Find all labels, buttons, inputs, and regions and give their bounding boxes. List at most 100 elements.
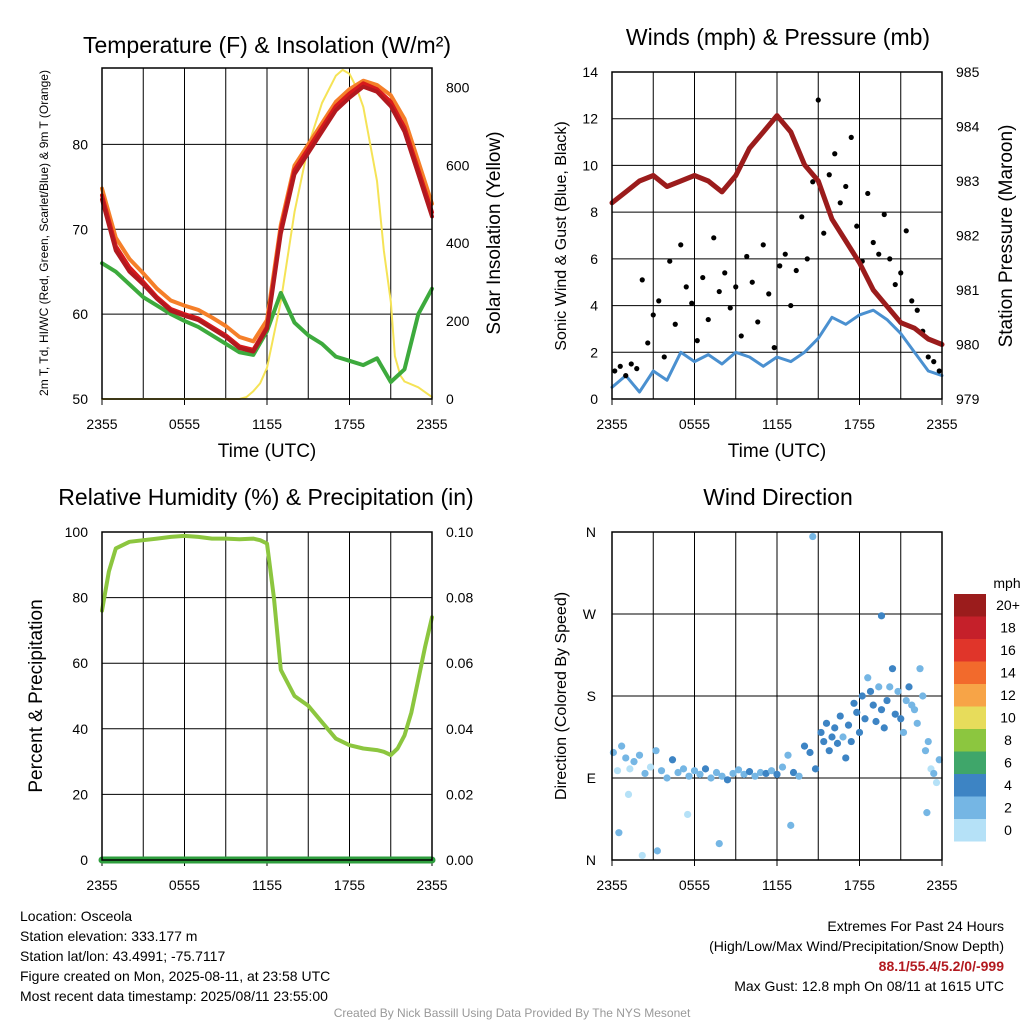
direction-point — [773, 770, 781, 778]
direction-point — [831, 724, 839, 732]
direction-point — [653, 847, 661, 855]
direction-point — [883, 696, 891, 705]
direction-point — [891, 710, 899, 718]
direction-point — [696, 770, 704, 778]
gust-point — [733, 284, 739, 290]
direction-point — [609, 748, 617, 757]
gust-point — [645, 340, 651, 346]
pressure-line — [609, 113, 945, 347]
gust-point — [628, 361, 634, 367]
direction-point — [712, 768, 721, 777]
y-axis-label: Percent & Precipitation — [26, 599, 47, 792]
gust-point — [760, 242, 766, 248]
legend-swatch — [954, 774, 986, 797]
panel-3 — [98, 531, 436, 866]
gust-point — [909, 298, 915, 304]
gust-point — [821, 230, 827, 236]
y-right-tick-label: 0.04 — [446, 721, 473, 737]
gust-point — [903, 228, 909, 234]
direction-point — [817, 728, 825, 737]
direction-point — [877, 612, 886, 620]
y-tick-label: W — [583, 606, 597, 622]
gust-point — [925, 354, 931, 360]
direction-point — [679, 765, 688, 773]
direction-point — [641, 769, 649, 778]
y-right-tick-label: 400 — [446, 235, 470, 251]
y-right-tick-label: 200 — [446, 313, 470, 329]
direction-point — [751, 772, 759, 780]
y-tick-label: 60 — [72, 655, 88, 671]
y-tick-label: 12 — [582, 111, 598, 127]
x-tick-label: 1155 — [252, 416, 282, 432]
direction-point — [850, 699, 858, 707]
x-tick-label: 0555 — [169, 416, 200, 432]
y-axis-label: Sonic Wind & Gust (Blue, Black) — [553, 121, 570, 350]
y-axis-label: 2m T, Td, HI/WC (Red, Green, Scarlet/Blu… — [37, 70, 51, 396]
direction-point — [809, 532, 817, 541]
gust-point — [639, 277, 645, 283]
direction-point — [740, 770, 748, 778]
y-right-tick-label: 0 — [446, 391, 454, 407]
direction-point — [624, 790, 633, 799]
gust-point — [656, 298, 662, 304]
recent-data-text: Most recent data timestamp: 2025/08/11 2… — [20, 988, 328, 1004]
y-right-tick-label: 800 — [446, 79, 470, 95]
legend-swatch — [954, 796, 986, 819]
direction-point — [756, 768, 765, 777]
direction-point — [875, 683, 883, 691]
direction-point — [924, 737, 932, 746]
extremes-values: 88.1/55.4/5.2/0/-999 — [878, 958, 1004, 974]
direction-point — [842, 754, 850, 762]
legend-swatch — [954, 729, 986, 752]
legend-label: 0 — [1004, 822, 1012, 838]
panel-1 — [100, 67, 434, 405]
direction-point — [894, 687, 902, 696]
gust-point — [914, 307, 920, 313]
direction-point — [723, 776, 732, 784]
direction-point — [888, 665, 897, 673]
direction-point — [767, 767, 776, 775]
gust-point — [837, 200, 843, 206]
direction-point — [923, 809, 931, 817]
y-right-tick-label: 982 — [956, 228, 980, 244]
legend-label: 10 — [1000, 710, 1016, 726]
gust-point — [799, 214, 805, 220]
credit-text: Created By Nick Bassill Using Data Provi… — [333, 1006, 691, 1020]
gust-point — [694, 338, 700, 344]
x-tick-label: 1755 — [844, 877, 875, 893]
direction-point — [674, 768, 682, 777]
gust-point — [810, 179, 816, 185]
direction-point — [668, 756, 677, 764]
plot-frame — [101, 531, 433, 861]
x-tick-label: 2355 — [416, 416, 447, 432]
gust-point — [766, 291, 772, 297]
gust-point — [755, 319, 761, 325]
gust-point — [650, 312, 656, 318]
y-tick-label: 6 — [590, 251, 598, 267]
gust-point — [804, 256, 810, 262]
legend-label: 2 — [1004, 800, 1012, 816]
x-tick-label: 2355 — [596, 877, 627, 893]
gust-point — [931, 359, 937, 365]
y-tick-label: 60 — [72, 306, 88, 322]
direction-point — [811, 765, 820, 773]
y-right-tick-label: 600 — [446, 157, 470, 173]
speed-legend — [954, 594, 986, 842]
y-tick-label: 80 — [72, 590, 88, 606]
direction-point — [899, 728, 908, 737]
direction-point — [877, 706, 886, 714]
gust-point — [634, 366, 640, 372]
direction-point — [872, 717, 880, 726]
elevation-text: Station elevation: 333.177 m — [20, 928, 198, 944]
humidity-line — [100, 533, 434, 757]
x-tick-label: 1755 — [334, 877, 365, 893]
direction-point — [622, 754, 630, 762]
y-right-tick-label: 981 — [956, 282, 980, 298]
y-axis-label: Direction (Colored By Speed) — [553, 592, 570, 800]
legend-swatch — [954, 684, 986, 707]
x-axis-label: Time (UTC) — [728, 441, 827, 462]
gust-point — [881, 211, 887, 218]
y-right-axis-label: Solar Insolation (Yellow) — [484, 131, 505, 334]
x-tick-label: 2355 — [926, 416, 957, 432]
direction-point — [745, 768, 754, 776]
